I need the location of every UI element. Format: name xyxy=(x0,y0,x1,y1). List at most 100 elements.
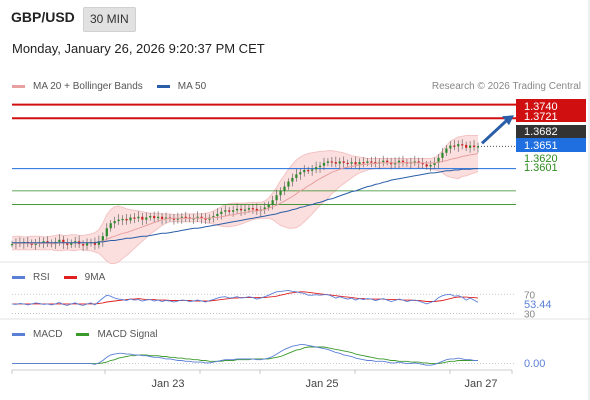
candle-body[interactable] xyxy=(322,162,326,166)
candle-body[interactable] xyxy=(421,162,424,165)
candle-body[interactable] xyxy=(58,239,61,242)
candle-body[interactable] xyxy=(251,208,254,210)
candle-body[interactable] xyxy=(283,186,286,191)
candle-body[interactable] xyxy=(97,241,100,245)
candle-body[interactable] xyxy=(263,207,266,210)
candle-body[interactable] xyxy=(314,167,318,170)
candle-body[interactable] xyxy=(145,217,148,220)
candle-body[interactable] xyxy=(46,241,49,243)
candle-body[interactable] xyxy=(397,160,401,163)
candle-body[interactable] xyxy=(476,146,480,148)
candle-body[interactable] xyxy=(212,216,215,218)
candle-body[interactable] xyxy=(160,216,164,219)
candle-body[interactable] xyxy=(338,161,341,164)
candle-body[interactable] xyxy=(401,160,405,163)
candle-body[interactable] xyxy=(164,217,168,219)
candle-body[interactable] xyxy=(362,162,365,164)
candle-body[interactable] xyxy=(176,218,179,220)
candle-body[interactable] xyxy=(74,241,77,243)
candle-body[interactable] xyxy=(149,216,152,218)
candle-body[interactable] xyxy=(307,170,310,172)
candle-body[interactable] xyxy=(70,242,73,245)
candle-body[interactable] xyxy=(109,223,112,229)
candle-body[interactable] xyxy=(81,244,85,246)
candle-body[interactable] xyxy=(303,170,306,173)
candle-body[interactable] xyxy=(311,169,314,171)
candle-body[interactable] xyxy=(441,152,444,158)
candle-body[interactable] xyxy=(346,162,349,165)
candle-body[interactable] xyxy=(366,161,369,163)
candle-body[interactable] xyxy=(370,161,373,163)
candle-body[interactable] xyxy=(196,216,199,219)
candle-body[interactable] xyxy=(461,144,464,146)
candle-body[interactable] xyxy=(472,145,476,148)
candle-body[interactable] xyxy=(457,144,460,147)
candle-body[interactable] xyxy=(184,216,187,218)
candle-body[interactable] xyxy=(445,148,448,153)
candle-body[interactable] xyxy=(413,161,416,163)
timeframe-button[interactable]: 30 MIN xyxy=(83,7,136,32)
candle-body[interactable] xyxy=(117,219,120,222)
candle-body[interactable] xyxy=(342,161,345,163)
candle-body[interactable] xyxy=(220,211,223,214)
candle-body[interactable] xyxy=(228,210,231,212)
candle-body[interactable] xyxy=(236,208,239,211)
candle-body[interactable] xyxy=(105,228,108,237)
candle-body[interactable] xyxy=(358,162,361,165)
candle-body[interactable] xyxy=(318,165,322,168)
candle-body[interactable] xyxy=(153,216,156,219)
candle-body[interactable] xyxy=(239,208,243,211)
candle-body[interactable] xyxy=(216,213,219,217)
candle-body[interactable] xyxy=(382,160,385,163)
candle-body[interactable] xyxy=(121,218,124,221)
candle-body[interactable] xyxy=(465,144,468,148)
candle-body[interactable] xyxy=(279,190,282,196)
candle-body[interactable] xyxy=(133,217,136,219)
candles[interactable] xyxy=(10,139,480,252)
candle-body[interactable] xyxy=(255,208,258,212)
candle-body[interactable] xyxy=(62,239,65,244)
candle-body[interactable] xyxy=(350,162,353,164)
candle-body[interactable] xyxy=(453,145,456,147)
candle-body[interactable] xyxy=(232,210,235,212)
candle-body[interactable] xyxy=(204,218,207,220)
candle-body[interactable] xyxy=(200,216,203,219)
candle-body[interactable] xyxy=(425,164,428,167)
candle-body[interactable] xyxy=(271,200,274,205)
candle-body[interactable] xyxy=(386,160,389,163)
candle-body[interactable] xyxy=(291,177,294,182)
candle-body[interactable] xyxy=(429,165,432,167)
candle-body[interactable] xyxy=(93,241,97,245)
candle-body[interactable] xyxy=(449,145,452,149)
candle-body[interactable] xyxy=(295,174,298,178)
candle-body[interactable] xyxy=(129,217,132,221)
candle-body[interactable] xyxy=(66,243,69,245)
candle-body[interactable] xyxy=(334,162,337,164)
candle-body[interactable] xyxy=(192,218,195,220)
candle-body[interactable] xyxy=(299,172,302,175)
candle-body[interactable] xyxy=(101,236,104,242)
candle-body[interactable] xyxy=(330,161,333,163)
candle-body[interactable] xyxy=(172,218,176,220)
candle-body[interactable] xyxy=(141,216,144,220)
candle-body[interactable] xyxy=(113,221,116,224)
candle-body[interactable] xyxy=(10,244,14,246)
candle-body[interactable] xyxy=(157,216,160,219)
candle-body[interactable] xyxy=(34,243,37,245)
candle-body[interactable] xyxy=(354,162,357,165)
candle-body[interactable] xyxy=(374,162,377,164)
candle-body[interactable] xyxy=(393,162,397,165)
candle-body[interactable] xyxy=(326,161,330,163)
candle-body[interactable] xyxy=(247,208,251,210)
candle-body[interactable] xyxy=(275,195,278,201)
candle-body[interactable] xyxy=(267,204,270,208)
candle-body[interactable] xyxy=(417,161,420,163)
candle-body[interactable] xyxy=(243,209,247,211)
candle-body[interactable] xyxy=(42,241,45,243)
candle-body[interactable] xyxy=(287,181,290,187)
candle-body[interactable] xyxy=(85,243,89,246)
candle-body[interactable] xyxy=(180,216,183,219)
candle-body[interactable] xyxy=(437,157,440,163)
candle-body[interactable] xyxy=(137,216,140,219)
